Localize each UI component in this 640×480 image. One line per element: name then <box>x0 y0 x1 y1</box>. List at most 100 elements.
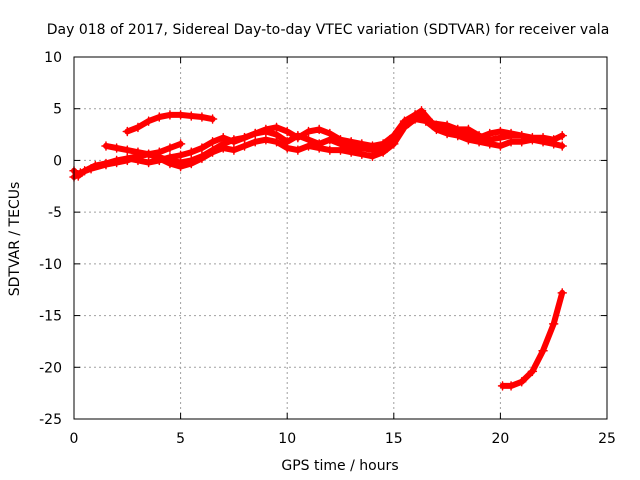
data-point-marker <box>346 147 356 157</box>
data-point-marker <box>239 132 250 143</box>
data-series <box>69 106 567 391</box>
x-tick-label: 25 <box>598 431 616 447</box>
series-track-f <box>497 288 567 391</box>
series-track-d <box>122 110 218 137</box>
x-tick-label: 15 <box>385 431 403 447</box>
data-point-marker <box>516 377 527 387</box>
data-point-marker <box>101 159 111 170</box>
y-tick-label: 0 <box>53 153 62 169</box>
data-point-marker <box>133 151 143 162</box>
data-point-marker <box>506 137 516 147</box>
data-point-marker <box>186 111 197 121</box>
data-point-marker <box>271 137 282 147</box>
data-point-marker <box>101 141 111 151</box>
data-point-marker <box>271 122 282 133</box>
data-point-marker <box>239 141 250 151</box>
data-point-marker <box>261 124 271 135</box>
data-point-marker <box>293 145 303 155</box>
y-tick-labels: -25 -20 -15 -10 -5 0 5 10 <box>39 50 62 428</box>
y-tick-label: -15 <box>39 309 62 325</box>
data-point-marker <box>303 141 314 151</box>
data-point-marker <box>175 110 186 120</box>
y-axis-label: SDTVAR / TECUs <box>7 182 23 297</box>
data-point-marker <box>186 147 197 157</box>
data-point-marker <box>497 381 508 391</box>
data-point-marker <box>538 345 548 356</box>
data-point-marker <box>506 128 516 139</box>
data-point-marker <box>250 128 260 139</box>
data-point-marker <box>357 139 367 149</box>
x-tick-labels: 0 5 10 15 20 25 <box>70 431 616 447</box>
data-point-marker <box>111 143 122 153</box>
data-point-marker <box>335 145 346 155</box>
data-point-marker <box>122 145 133 155</box>
data-point-marker <box>293 132 303 143</box>
data-point-marker <box>389 139 399 149</box>
data-point-marker <box>557 130 567 141</box>
x-axis-label: GPS time / hours <box>281 458 398 474</box>
data-point-marker <box>399 116 410 126</box>
data-point-marker <box>548 319 559 329</box>
data-point-marker <box>463 128 474 139</box>
data-point-marker <box>282 126 292 137</box>
data-point-marker <box>207 137 218 147</box>
data-point-marker <box>175 157 186 168</box>
data-point-marker <box>506 381 516 391</box>
data-point-marker <box>421 114 431 124</box>
y-tick-label: 5 <box>53 102 62 118</box>
data-point-marker <box>557 288 567 298</box>
data-point-marker <box>218 139 228 149</box>
data-point-marker <box>282 143 292 153</box>
data-point-marker <box>186 155 197 166</box>
series-track-c <box>101 110 527 168</box>
data-point-marker <box>538 137 548 147</box>
data-point-marker <box>75 168 86 178</box>
data-point-marker <box>133 122 143 133</box>
y-tick-label: -5 <box>48 205 62 221</box>
y-tick-label: -10 <box>39 257 62 273</box>
series-band <box>103 111 525 166</box>
data-point-marker <box>165 110 175 120</box>
data-point-marker <box>250 137 260 147</box>
data-point-marker <box>143 157 154 168</box>
y-tick-label: 10 <box>44 50 62 66</box>
data-point-marker <box>557 141 567 151</box>
series-track-e <box>122 139 186 164</box>
data-point-marker <box>111 157 122 168</box>
data-point-marker <box>357 149 367 159</box>
data-point-marker <box>378 139 388 149</box>
data-point-marker <box>527 366 538 377</box>
data-point-marker <box>325 128 335 139</box>
data-point-marker <box>378 147 388 157</box>
data-point-marker <box>495 141 506 151</box>
data-point-marker <box>86 163 96 174</box>
data-point-marker <box>122 126 133 137</box>
data-point-marker <box>314 143 324 153</box>
data-point-marker <box>346 137 356 147</box>
data-point-marker <box>431 120 442 131</box>
data-point-marker <box>154 147 165 157</box>
data-point-marker <box>122 153 133 164</box>
data-point-marker <box>207 145 218 155</box>
grid-lines <box>74 57 607 419</box>
data-point-marker <box>165 155 175 166</box>
data-point-marker <box>484 128 495 139</box>
y-tick-label: -20 <box>39 360 62 376</box>
data-point-marker <box>516 130 527 141</box>
data-point-marker <box>495 126 506 137</box>
x-tick-label: 0 <box>70 431 79 447</box>
data-point-marker <box>474 132 484 143</box>
data-point-marker <box>229 145 239 155</box>
data-point-marker <box>453 126 463 137</box>
data-point-marker <box>165 143 175 153</box>
data-point-marker <box>197 143 207 153</box>
data-point-marker <box>175 139 186 149</box>
data-point-marker <box>410 110 420 120</box>
data-point-marker <box>261 134 271 145</box>
axis-ticks <box>73 56 608 420</box>
data-point-marker <box>154 112 165 122</box>
data-point-marker <box>442 124 452 135</box>
data-point-marker <box>335 134 346 145</box>
x-tick-label: 5 <box>176 431 185 447</box>
